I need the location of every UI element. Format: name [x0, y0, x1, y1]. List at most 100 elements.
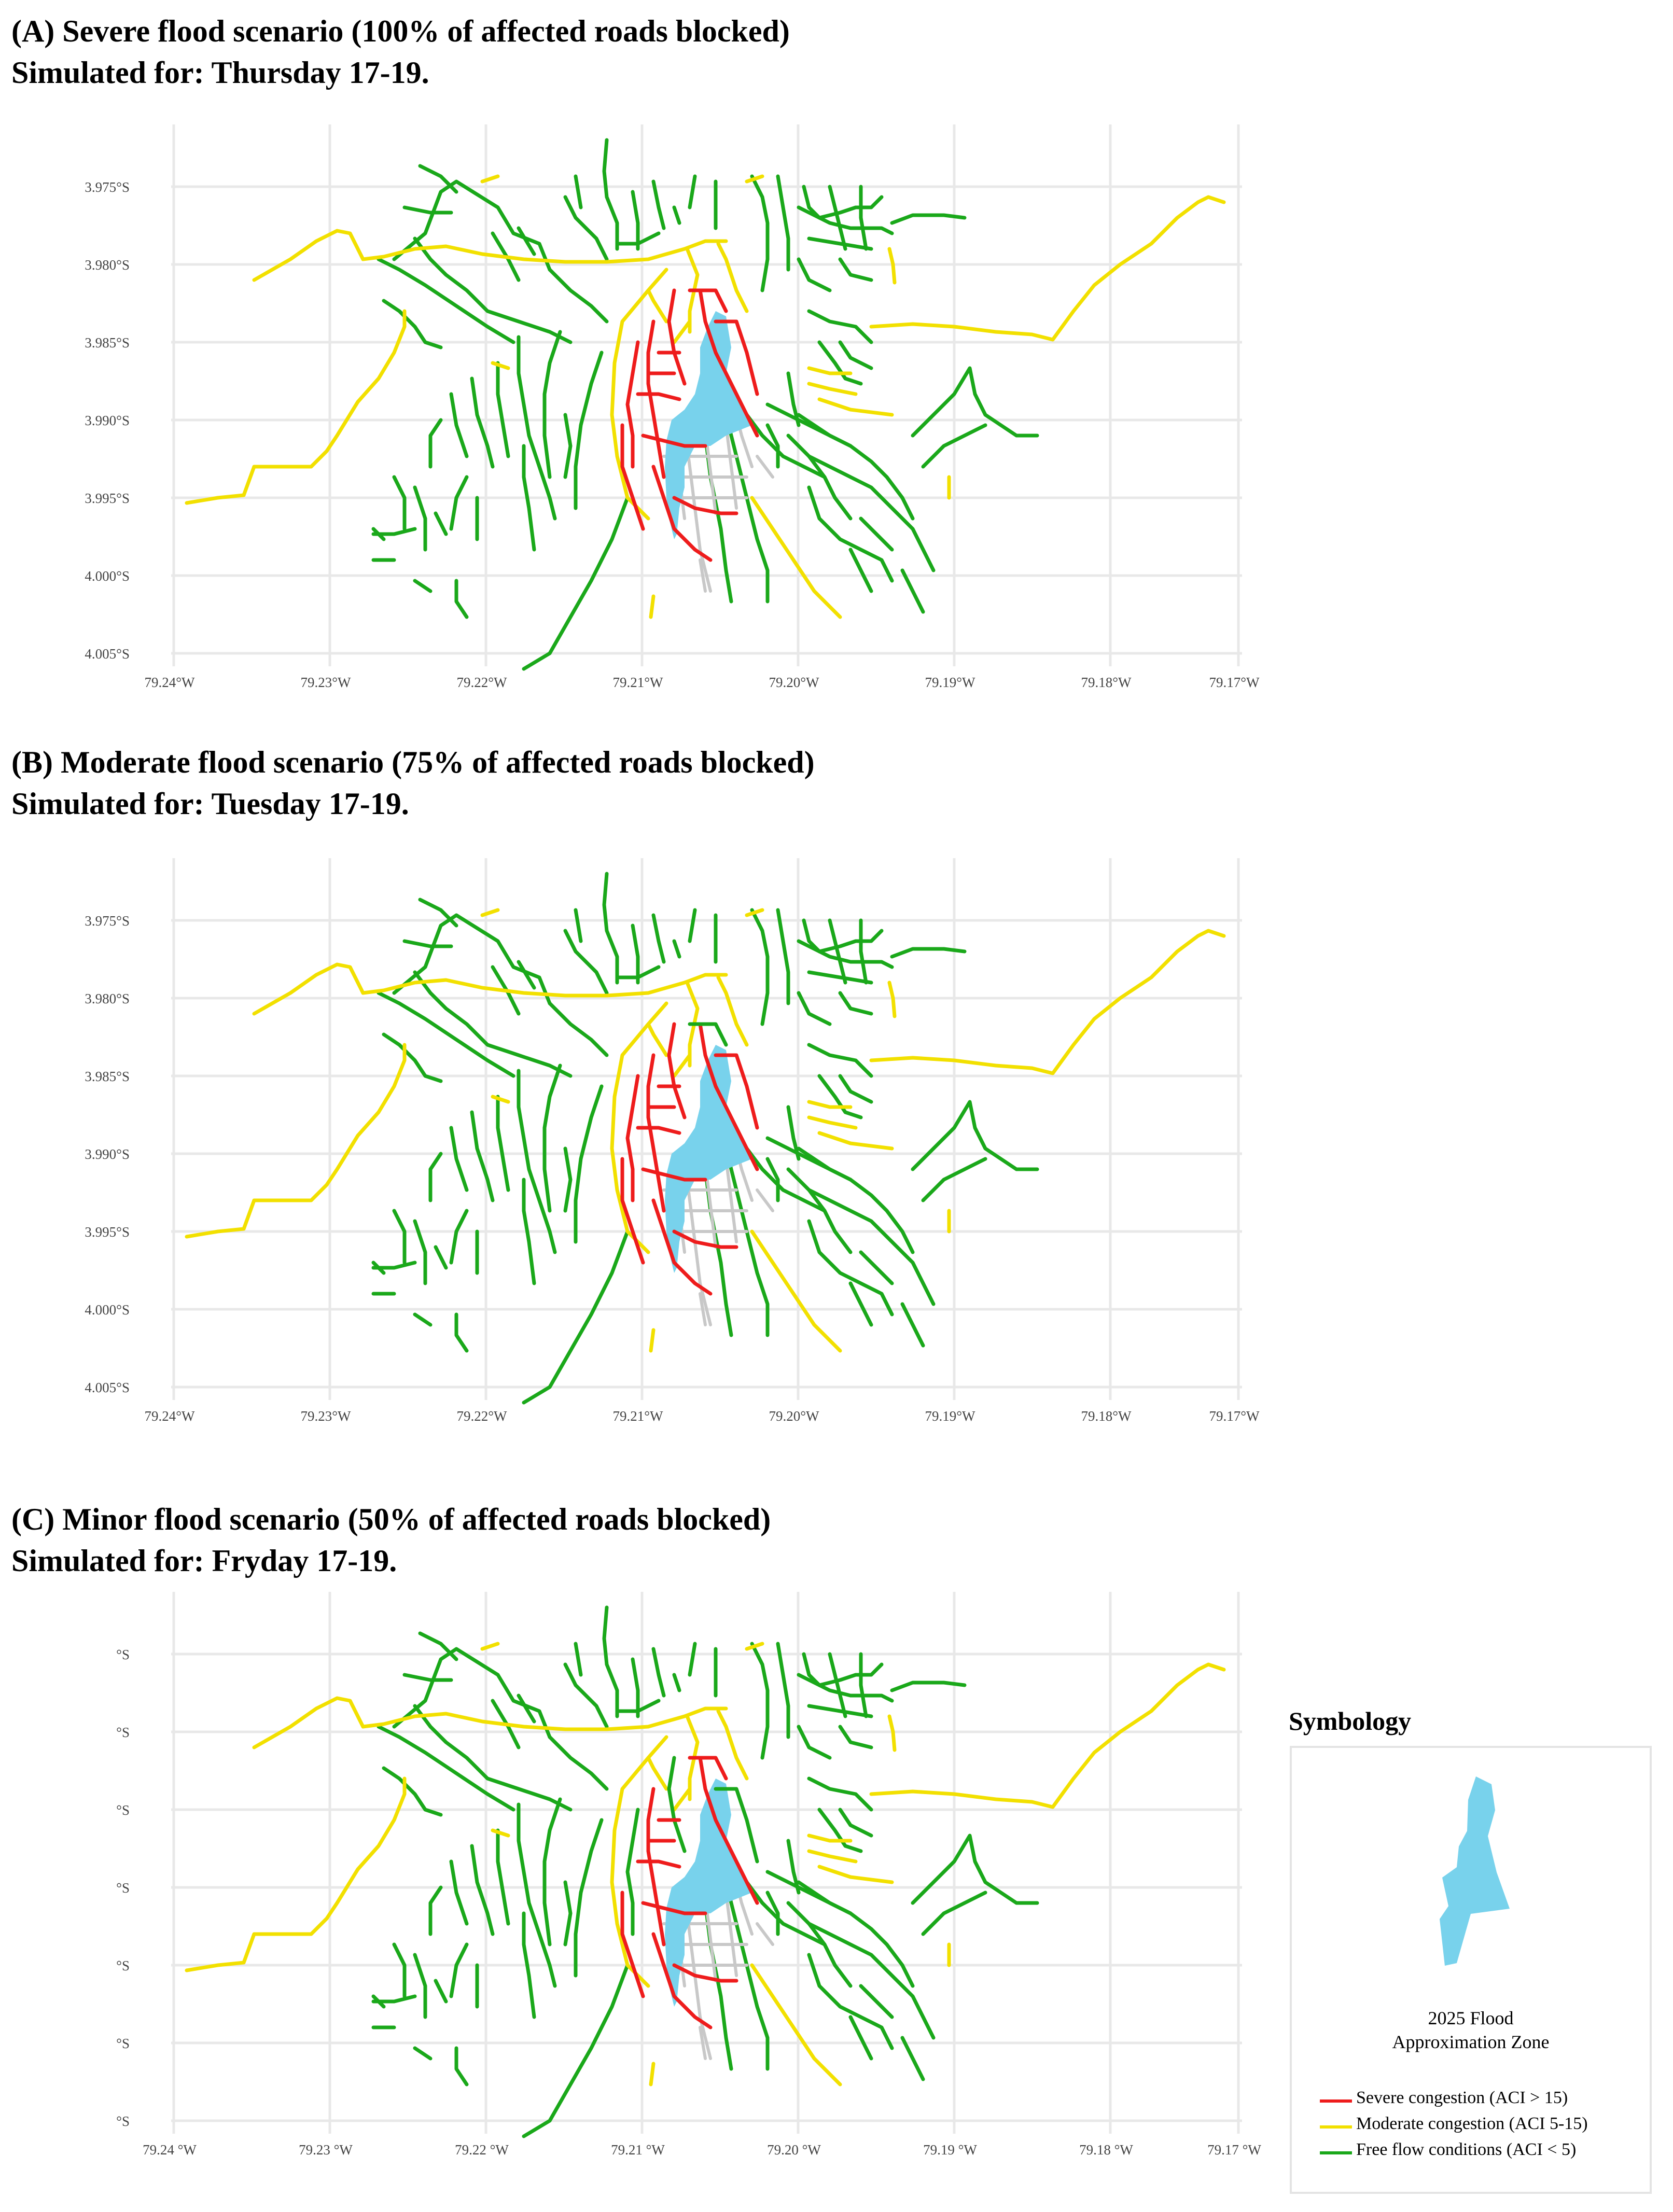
y-tick-label-3: 3.990°S	[85, 413, 130, 428]
road-free-flow-32	[802, 1652, 884, 1687]
road-free-flow-r9	[714, 1787, 759, 1864]
road-severe-4	[620, 1157, 645, 1265]
road-free-flow-26	[786, 1901, 936, 2040]
road-moderate-8	[807, 1833, 894, 1884]
road-free-flow-45	[765, 1891, 780, 1936]
road-severe-0	[698, 288, 759, 438]
road-free-flow-16	[428, 1126, 469, 1202]
panel-b-map: 3.975°S 3.980°S 3.985°S 3.990°S 3.995°S 4.000…	[85, 858, 1260, 1424]
road-free-flow-4	[548, 1735, 609, 1791]
road-severe-2	[646, 1787, 666, 1947]
x-tick-label-2: 79.22°W	[456, 1408, 507, 1424]
road-moderate-0	[252, 229, 728, 282]
road-free-flow-22	[724, 413, 770, 604]
road-moderate-6	[716, 975, 749, 1047]
road-free-flow-12	[542, 1797, 562, 1947]
x-tick-label-7: 79.17 °W	[1207, 2142, 1261, 2158]
road-free-flow-30	[750, 174, 770, 292]
flood-zone-label-line2: Approximation Zone	[1392, 2032, 1550, 2052]
road-free-flow-9	[672, 1642, 718, 1698]
road-free-flow-22	[724, 1880, 770, 2071]
road-free-flow-38	[817, 340, 873, 386]
y-tick-label-1: 3.980°S	[85, 257, 130, 273]
road-inundated-7	[699, 1292, 707, 1326]
road-free-flow-39	[797, 1880, 853, 1947]
road-free-flow-41	[371, 1261, 433, 1327]
road-free-flow-1	[413, 970, 573, 1078]
x-tick-label-5: 79.19 °W	[923, 2142, 977, 2158]
road-free-flow-27	[807, 485, 894, 583]
road-free-flow-24	[745, 1880, 853, 1988]
road-severe-3	[625, 340, 640, 469]
road-inundated-7	[699, 2026, 707, 2060]
road-moderate-8	[807, 1100, 894, 1151]
road-free-flow-6	[602, 138, 619, 251]
road-free-flow-37	[807, 1776, 873, 1812]
flood-zone	[665, 311, 752, 539]
y-tick-label-6: 4.005°S	[85, 1380, 130, 1395]
road-moderate-1	[185, 1043, 407, 1239]
road-free-flow-21	[563, 1146, 573, 1213]
road-severe-group	[620, 1022, 759, 1296]
x-tick-label-2: 79.22 °W	[455, 2142, 509, 2158]
road-severe-10	[646, 1084, 681, 1109]
road-free-flow-34	[828, 918, 868, 985]
road-severe-4	[620, 423, 645, 531]
road-moderate-4	[610, 1001, 668, 1254]
y-tick-label-5: °S	[116, 2036, 130, 2051]
road-severe-0	[698, 1756, 759, 1905]
y-tick-label-6: °S	[116, 2113, 130, 2129]
road-free-flow-25	[765, 402, 915, 521]
road-free-flow-r1	[667, 1756, 687, 1853]
flood-zone	[665, 1779, 752, 2007]
road-inundated-6	[756, 455, 774, 479]
road-severe-10	[646, 351, 681, 375]
road-free-flow-0	[392, 913, 552, 1005]
road-free-flow-15	[470, 376, 495, 469]
road-free-flow-0	[392, 1647, 552, 1739]
road-free-flow-30	[750, 908, 770, 1026]
road-free-flow-3	[382, 1766, 443, 1817]
road-inundated-6	[756, 1188, 774, 1212]
road-free-flow-42	[454, 579, 469, 619]
road-free-flow-36	[890, 947, 967, 959]
road-network	[185, 138, 1226, 671]
road-free-flow-3	[382, 1032, 443, 1083]
road-free-flow-32	[802, 185, 884, 220]
road-moderate-7	[750, 1963, 842, 2087]
road-free-flow-8	[651, 1647, 666, 1698]
road-free-flow-1	[413, 236, 573, 344]
road-free-flow-20	[522, 444, 536, 552]
road-free-flow-5	[563, 1642, 609, 1729]
road-free-flow-17	[449, 1942, 479, 2009]
road-severe-group	[620, 1756, 759, 2029]
road-free-flow-19	[413, 485, 448, 552]
road-moderate-7	[750, 1229, 842, 1353]
road-free-flow-7	[631, 190, 640, 251]
road-severe-10	[646, 1818, 681, 1843]
x-tick-label-1: 79.23°W	[300, 1408, 351, 1424]
road-moderate-0	[252, 1696, 728, 1749]
road-moderate-7	[750, 496, 842, 619]
road-free-flow-r11	[688, 1022, 728, 1047]
road-free-flow-25	[765, 1136, 915, 1254]
road-free-flow-42	[454, 1312, 469, 1353]
road-free-flow-26	[786, 1167, 936, 1306]
road-severe-7	[636, 392, 681, 401]
road-free-flow-13	[517, 1802, 557, 1988]
road-free-flow-28	[911, 366, 1039, 438]
road-free-flow-36	[890, 1681, 967, 1692]
road-free-flow-14	[496, 361, 510, 458]
legend-title: Symbology	[1289, 1706, 1412, 1735]
y-tick-label-0: 3.975°S	[85, 179, 130, 195]
road-severe-5	[651, 1198, 713, 1296]
road-free-flow-18	[371, 475, 417, 536]
flood-zone-label: 2025 Flood Approximation Zone	[1292, 2006, 1650, 2054]
road-inundated-3	[724, 1157, 738, 1243]
x-tick-label-3: 79.21 °W	[611, 2142, 665, 2158]
road-free-flow-45	[765, 1157, 780, 1202]
road-free-flow-28	[911, 1100, 1039, 1171]
y-tick-label-2: °S	[116, 1802, 130, 1818]
road-moderate-2	[869, 929, 1226, 1075]
road-severe-8	[672, 1963, 738, 1983]
